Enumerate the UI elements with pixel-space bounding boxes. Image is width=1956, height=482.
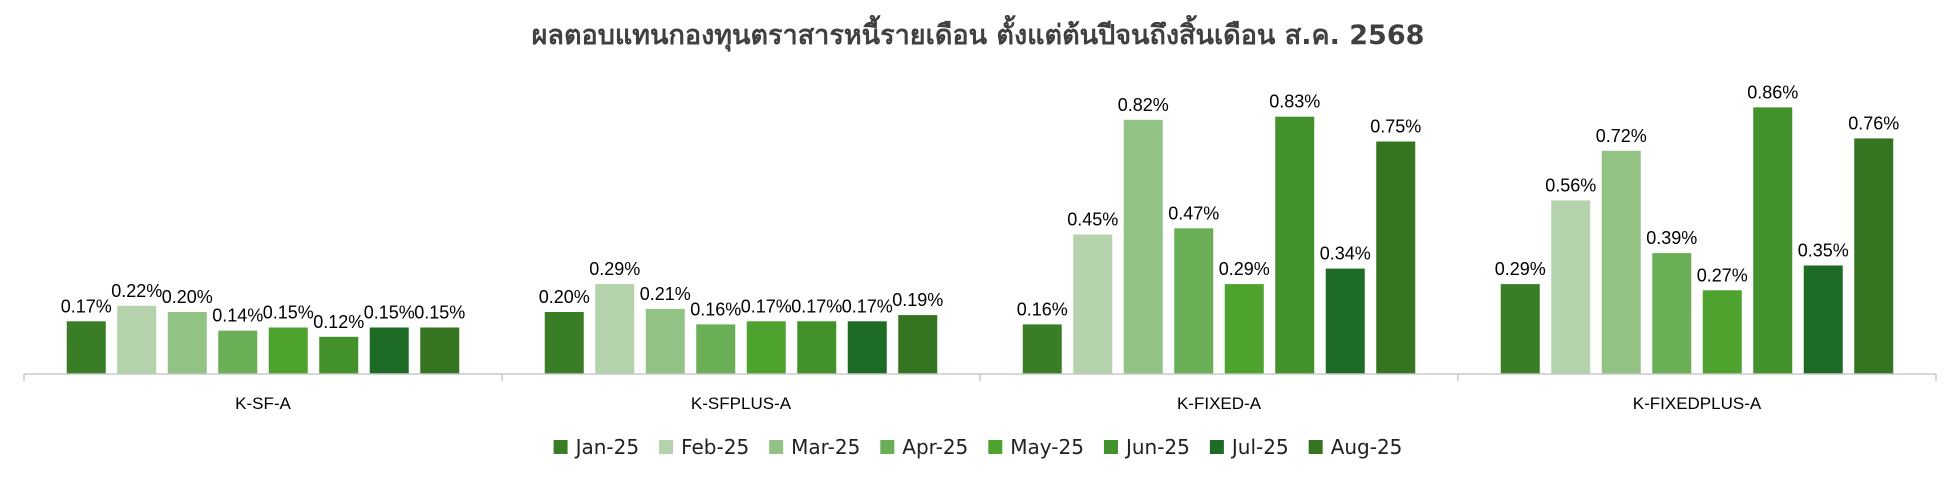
data-label: 0.17% (842, 296, 893, 316)
data-label: 0.34% (1320, 244, 1371, 264)
bar-k-sf-a-jan-25 (66, 321, 106, 374)
data-label: 0.39% (1646, 228, 1697, 248)
data-label: 0.29% (1219, 259, 1270, 279)
x-axis: K-SF-A K-SFPLUS-A K-FIXED-A K-FIXEDPLUS-A (23, 373, 1937, 413)
legend-item: Jul-25 (1209, 435, 1289, 459)
data-label: 0.20% (162, 287, 213, 307)
legend-swatch (1209, 440, 1224, 454)
bar-k-sf-a-mar-25 (167, 312, 207, 374)
legend-swatch (988, 440, 1003, 454)
bar-k-fixedplus-a-jan-25 (1500, 284, 1540, 374)
bar-k-fixedplus-a-feb-25 (1551, 200, 1591, 374)
bar-k-sf-a-apr-25 (218, 330, 258, 374)
data-label: 0.12% (313, 312, 364, 332)
data-label: 0.29% (589, 259, 640, 279)
bar-k-sf-a-may-25 (268, 327, 308, 374)
bar-k-fixed-a-may-25 (1224, 284, 1264, 374)
legend: Jan-25 Feb-25 Mar-25 Apr-25 May-25 Jun-25 Jul-… (553, 435, 1403, 459)
data-label: 0.76% (1848, 113, 1899, 133)
bar-k-sfplus-a-feb-25 (595, 284, 635, 374)
legend-item: Jun-25 (1103, 435, 1190, 459)
legend-item: Mar-25 (769, 435, 860, 459)
data-label: 0.83% (1269, 92, 1320, 112)
legend-label: May-25 (1010, 435, 1084, 459)
legend-label: Jul-25 (1230, 435, 1289, 459)
data-label: 0.47% (1168, 203, 1219, 223)
legend-label: Jan-25 (574, 435, 640, 459)
legend-item: Jan-25 (553, 435, 640, 459)
legend-swatch (880, 440, 895, 454)
category-label: K-FIXED-A (1177, 394, 1262, 413)
legend-label: Apr-25 (902, 435, 968, 459)
legend-swatch (553, 440, 568, 454)
data-label: 0.27% (1697, 265, 1748, 285)
bar-k-sf-a-feb-25 (117, 305, 157, 374)
bar-k-sfplus-a-may-25 (746, 321, 786, 374)
data-label: 0.35% (1798, 241, 1849, 261)
legend-item: Apr-25 (880, 435, 968, 459)
bar-k-sfplus-a-aug-25 (898, 315, 938, 374)
bar-k-fixedplus-a-jul-25 (1803, 265, 1843, 374)
legend-swatch (1103, 440, 1118, 454)
legend-label: Mar-25 (791, 435, 860, 459)
bar-k-fixedplus-a-apr-25 (1652, 253, 1692, 374)
bar-k-sfplus-a-jun-25 (797, 321, 837, 374)
category-label: K-SFPLUS-A (691, 394, 792, 413)
bar-k-fixed-a-mar-25 (1123, 119, 1163, 374)
bar-k-fixed-a-jan-25 (1022, 324, 1062, 374)
data-label: 0.56% (1545, 175, 1596, 195)
bar-k-fixedplus-a-jun-25 (1753, 107, 1793, 375)
bar-k-sf-a-aug-25 (420, 327, 460, 374)
data-label: 0.17% (791, 296, 842, 316)
data-label: 0.15% (263, 303, 314, 323)
bar-k-sfplus-a-jul-25 (847, 321, 887, 374)
legend-item: Aug-25 (1308, 435, 1403, 459)
legend-item: Feb-25 (659, 435, 749, 459)
data-label: 0.17% (61, 296, 112, 316)
data-label: 0.16% (690, 299, 741, 319)
data-label: 0.15% (414, 303, 465, 323)
bar-k-fixed-a-jul-25 (1325, 268, 1365, 374)
data-label: 0.15% (364, 303, 415, 323)
bar-k-sf-a-jul-25 (369, 327, 409, 374)
data-label: 0.45% (1067, 210, 1118, 230)
data-label: 0.16% (1017, 299, 1068, 319)
category-label: K-FIXEDPLUS-A (1633, 394, 1762, 413)
data-label: 0.14% (212, 306, 263, 326)
bar-k-sf-a-jun-25 (319, 336, 359, 374)
data-label: 0.72% (1596, 126, 1647, 146)
data-label: 0.20% (539, 287, 590, 307)
bar-k-fixedplus-a-may-25 (1702, 290, 1742, 374)
bar-k-fixed-a-jun-25 (1275, 116, 1315, 374)
bar-k-fixed-a-aug-25 (1376, 141, 1416, 374)
legend-item: May-25 (988, 435, 1084, 459)
data-labels-layer: 0.17%0.22% 0.20%0.14% 0.15% 0.12% 0.15% 0.15%… (61, 82, 1900, 331)
data-label: 0.21% (640, 284, 691, 304)
data-label: 0.75% (1370, 117, 1421, 137)
data-label: 0.29% (1495, 259, 1546, 279)
legend-label: Feb-25 (681, 435, 749, 459)
data-label: 0.86% (1747, 82, 1798, 102)
bar-k-sfplus-a-apr-25 (696, 324, 736, 374)
data-label: 0.22% (111, 281, 162, 301)
legend-label: Aug-25 (1331, 435, 1403, 459)
data-label: 0.82% (1118, 95, 1169, 115)
bar-k-fixed-a-apr-25 (1174, 228, 1214, 374)
category-label: K-SF-A (235, 394, 291, 413)
bar-k-sfplus-a-jan-25 (544, 312, 584, 374)
bar-k-fixedplus-a-mar-25 (1601, 150, 1641, 374)
legend-swatch (659, 440, 674, 454)
bar-k-sfplus-a-mar-25 (645, 308, 685, 374)
data-label: 0.19% (892, 290, 943, 310)
legend-swatch (769, 440, 784, 454)
bar-k-fixedplus-a-aug-25 (1854, 138, 1894, 374)
legend-swatch (1308, 440, 1323, 454)
chart-title: ผลตอบแทนกองทุนตราสารหนี้รายเดือน ตั้งแต่… (532, 14, 1425, 52)
legend-label: Jun-25 (1124, 435, 1190, 459)
bar-k-fixed-a-feb-25 (1073, 234, 1113, 374)
data-label: 0.17% (741, 296, 792, 316)
bars-layer (66, 107, 1894, 375)
